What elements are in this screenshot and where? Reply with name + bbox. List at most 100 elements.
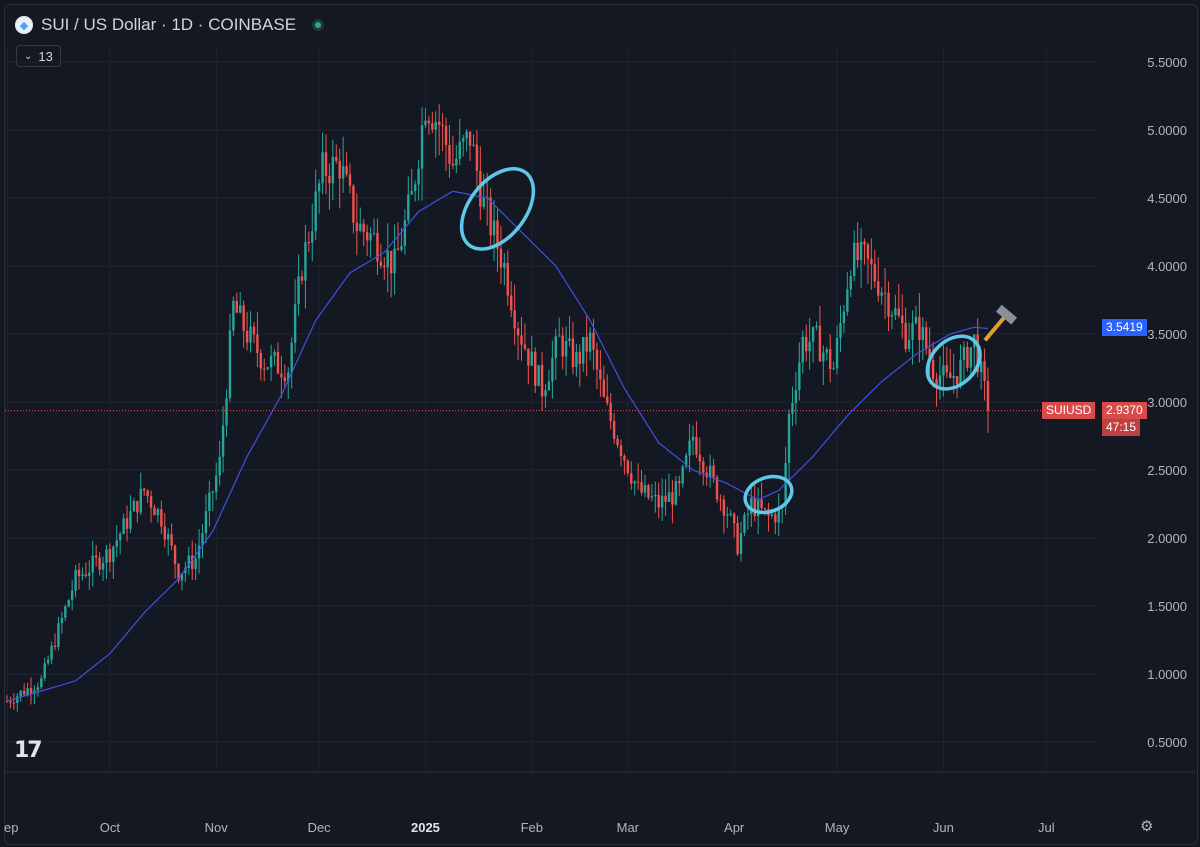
candle-body <box>12 702 16 704</box>
candle-body <box>660 495 664 508</box>
candle-body <box>345 166 348 175</box>
tradingview-logo[interactable]: 17 <box>14 738 43 763</box>
candle-body <box>547 381 551 391</box>
candle-body <box>681 466 684 484</box>
candle-body <box>537 365 540 386</box>
candle-body <box>424 120 427 126</box>
candle-body <box>808 341 811 352</box>
candle-body <box>530 351 533 366</box>
candle-body <box>341 166 345 179</box>
candle-body <box>842 311 846 324</box>
candle-body <box>84 574 88 576</box>
candle-body <box>348 174 352 186</box>
candle-body <box>218 456 221 476</box>
candle-body <box>986 380 990 411</box>
candle-body <box>719 499 722 501</box>
candle-body <box>249 326 252 343</box>
candle-body <box>108 549 112 562</box>
candle-body <box>215 475 218 492</box>
candle-body <box>671 492 674 505</box>
candle-body <box>403 220 407 246</box>
x-tick-label: Oct <box>100 820 121 835</box>
candle-body <box>894 308 897 316</box>
candle-body <box>376 232 379 262</box>
candle-body <box>750 497 753 514</box>
candle-body <box>36 687 40 691</box>
candle-body <box>74 569 77 591</box>
y-tick-label: 5.5000 <box>1147 55 1187 70</box>
candle-body <box>846 289 849 312</box>
candle-body <box>149 496 153 508</box>
x-tick-label: ep <box>4 820 18 835</box>
candle-body <box>91 555 94 573</box>
y-tick-label: 2.0000 <box>1147 531 1187 546</box>
candle-body <box>208 492 211 512</box>
gear-icon[interactable]: ⚙ <box>1140 818 1154 835</box>
candle-body <box>698 454 702 462</box>
candle-body <box>105 549 108 563</box>
candle-body <box>510 295 513 311</box>
candle-body <box>204 511 208 534</box>
candle-body <box>26 688 29 695</box>
candle-body <box>9 701 12 703</box>
candle-body <box>444 126 448 146</box>
candle-body <box>616 438 619 446</box>
candle-body <box>40 678 43 688</box>
candle-body <box>877 281 880 296</box>
candle-body <box>732 513 736 524</box>
candle-body <box>925 327 928 349</box>
candle-body <box>5 701 9 703</box>
candle-body <box>678 481 681 484</box>
candle-body <box>115 540 118 547</box>
x-tick-label: Apr <box>724 820 745 835</box>
candle-body <box>53 645 57 648</box>
candle-body <box>534 351 537 386</box>
candle-body <box>393 248 396 274</box>
candle-body <box>787 413 791 464</box>
candle-body <box>825 349 828 353</box>
candle-body <box>101 562 105 570</box>
candle-body <box>475 144 479 171</box>
candle-body <box>835 337 839 369</box>
candle-body <box>472 144 475 146</box>
candle-body <box>763 508 767 510</box>
candle-body <box>568 338 571 341</box>
last-price-tag: 2.9370 <box>1102 401 1147 419</box>
candle-body <box>129 511 132 529</box>
symbol-title[interactable]: SUI / US Dollar · 1D · COINBASE <box>41 15 297 34</box>
candle-body <box>976 334 979 373</box>
candle-body <box>290 342 293 373</box>
candle-body <box>506 262 509 296</box>
candle-body <box>335 156 338 161</box>
candle-body <box>160 509 163 527</box>
candle-body <box>736 523 739 555</box>
candle-body <box>369 233 372 241</box>
candle-body <box>901 315 904 324</box>
candle-body <box>431 123 434 130</box>
candle-body <box>599 369 602 380</box>
candle-body <box>297 276 300 305</box>
candle-body <box>839 323 842 338</box>
candle-body <box>417 168 420 185</box>
countdown-tag: 47:15 <box>1102 418 1141 436</box>
candle-body <box>489 197 492 236</box>
symbol-header[interactable]: ◆ SUI / US Dollar · 1D · COINBASE <box>15 15 325 35</box>
candle-body <box>578 352 582 364</box>
candle-body <box>407 194 410 221</box>
candle-body <box>695 436 698 455</box>
candle-body <box>863 241 866 245</box>
candle-body <box>235 300 239 313</box>
candle-body <box>664 495 667 502</box>
candle-body <box>441 124 444 127</box>
candle-body <box>33 690 36 694</box>
candle-body <box>197 545 201 559</box>
candle-body <box>43 663 46 679</box>
candle-body <box>907 340 911 350</box>
candle-body <box>321 152 324 184</box>
candle-body <box>774 514 777 523</box>
candle-body <box>64 606 67 618</box>
y-tick-label: 3.0000 <box>1147 395 1187 410</box>
candle-body <box>832 368 835 370</box>
candle-body <box>571 338 575 368</box>
